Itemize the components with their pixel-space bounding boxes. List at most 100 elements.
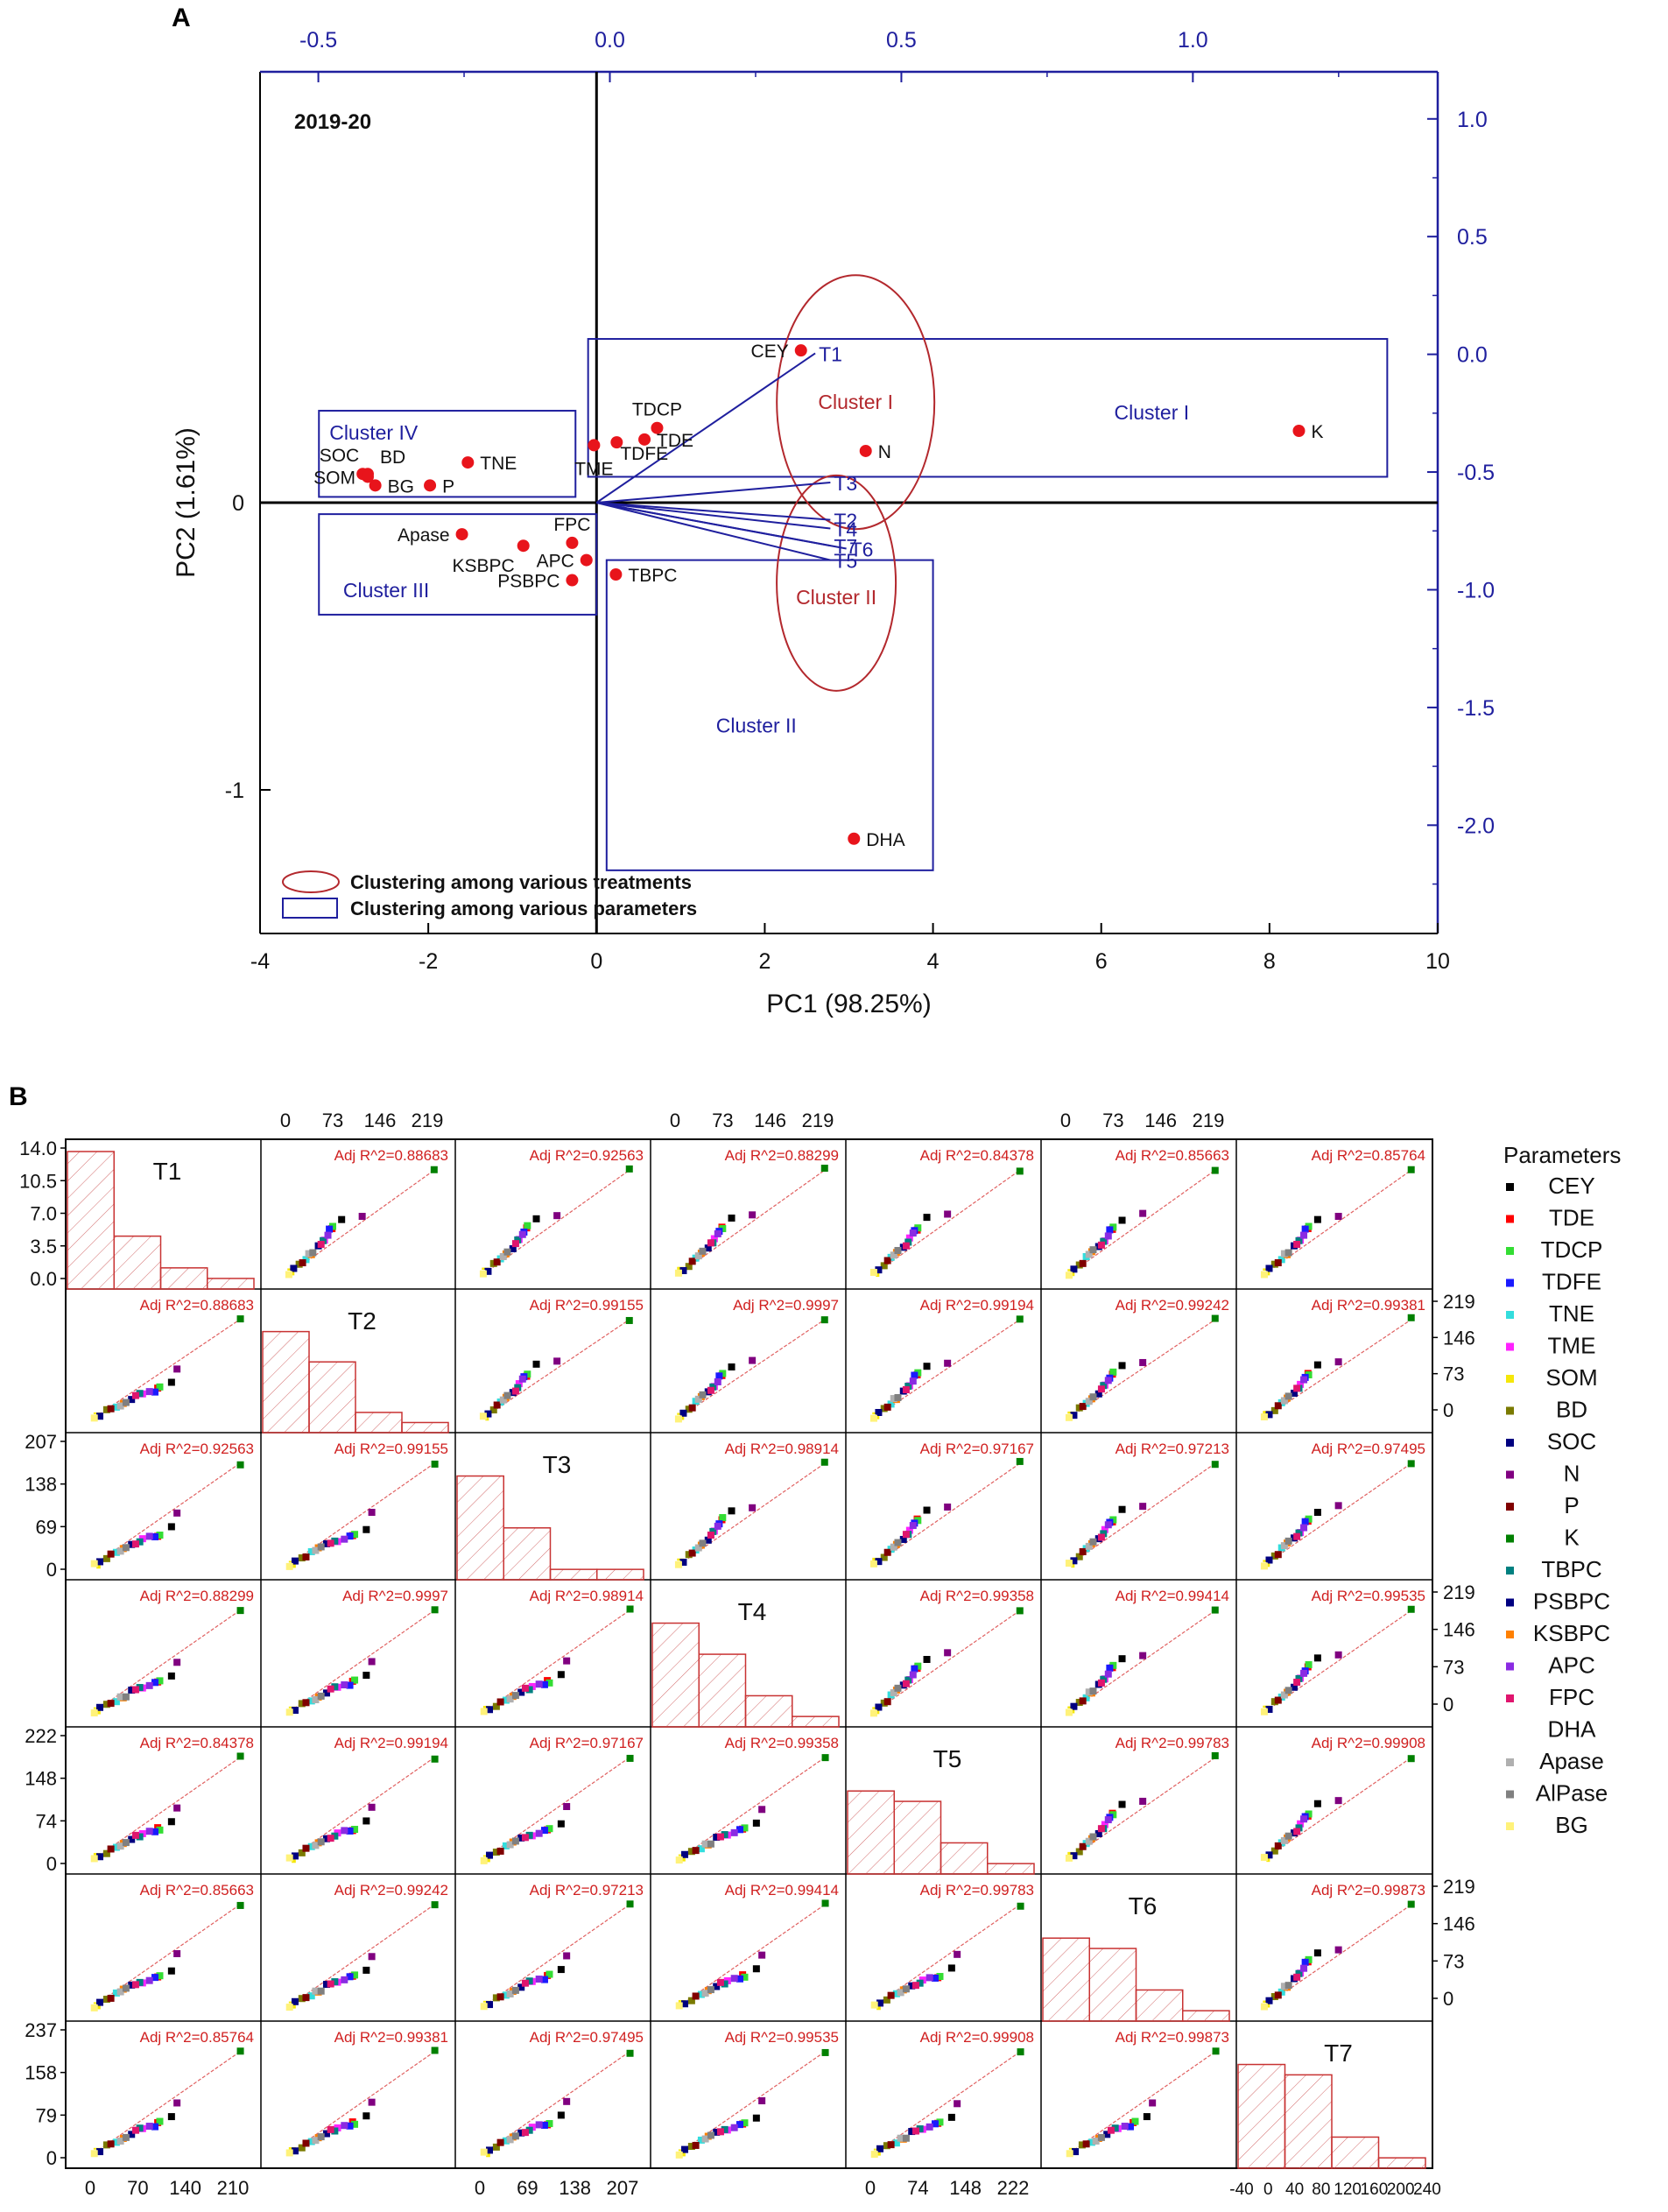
scatter-point: [514, 1236, 522, 1243]
matrix-cell: T5: [847, 1745, 1035, 1875]
scatter-point: [131, 2126, 139, 2134]
scatter-point: [236, 2047, 244, 2055]
scatter-point: [1300, 1376, 1308, 1384]
legend-swatch: [1506, 1439, 1514, 1447]
scatter-point: [741, 1973, 749, 1981]
scatter-point: [894, 1684, 902, 1692]
scatter-point: [875, 1408, 883, 1416]
scatter-point: [694, 1544, 702, 1552]
scatter-point: [1265, 1851, 1273, 1859]
parameter-cluster-label: Cluster IV: [329, 421, 419, 444]
scatter-point: [128, 1835, 136, 1843]
scatter-point: [540, 1976, 548, 1983]
scatter-point: [1274, 1991, 1282, 1999]
scatter-point: [1313, 1949, 1321, 1957]
scatter-point: [1260, 1413, 1268, 1421]
scatter-point: [431, 1755, 439, 1763]
fit-line: [1260, 1317, 1414, 1421]
matrix-top-tick: 146: [754, 1110, 786, 1131]
scatter-point: [923, 1506, 931, 1514]
scatter-point: [1265, 1705, 1273, 1713]
scatter-point: [492, 2143, 500, 2151]
scatter-point: [1265, 1997, 1273, 2004]
matrix-bottom-tick: 140: [169, 2177, 201, 2199]
legend-swatch: [1506, 1567, 1514, 1574]
scatter-point: [699, 1247, 707, 1255]
scatter-point: [351, 1826, 359, 1834]
scatter-point: [875, 1703, 883, 1711]
scatter-point: [931, 1974, 939, 1982]
parameter-cluster-box: [318, 410, 577, 498]
matrix-bottom-tick: 74: [907, 2177, 928, 2199]
scatter-point: [322, 1835, 330, 1842]
legend-title: Parameters: [1503, 1142, 1621, 1168]
scatter-point: [1017, 2048, 1024, 2056]
scatter-point: [320, 1236, 327, 1244]
scatter-point: [317, 2133, 325, 2141]
scatter-point: [1094, 1829, 1102, 1837]
scatter-point: [685, 1263, 693, 1271]
matrix-cell: Adj R^2=0.99194: [285, 1735, 448, 1865]
treatment-vector-label: T1: [819, 342, 842, 365]
scatter-point: [362, 1525, 370, 1533]
legend-swatch: [1506, 1183, 1514, 1191]
scatter-point: [305, 1250, 313, 1257]
scatter-point: [1065, 1413, 1073, 1421]
matrix-cell: Adj R^2=0.99194: [869, 1297, 1034, 1422]
right-tick-label: 1.0: [1457, 108, 1488, 132]
scatter-point: [521, 1834, 529, 1842]
matrix-right-tick: 219: [1443, 1876, 1475, 1898]
scatter-point: [1107, 2126, 1115, 2134]
matrix-bottom-tick: 0: [865, 2177, 876, 2199]
scatter-point: [236, 1752, 244, 1760]
scatter-point: [511, 1240, 519, 1248]
scatter-point: [1334, 1358, 1342, 1366]
scatter-point: [499, 1396, 507, 1404]
histogram-bar: [1135, 1989, 1184, 2022]
scatter-point: [1284, 1249, 1292, 1257]
scatter-point: [1297, 1380, 1305, 1388]
treatment-vector: [595, 352, 816, 504]
scatter-point: [1016, 1457, 1024, 1465]
right-tick-label: -1.0: [1457, 578, 1495, 602]
adj-r2-label: Adj R^2=0.99242: [334, 1882, 448, 1899]
scatter-point: [697, 2136, 705, 2144]
matrix-cell: Adj R^2=0.92563: [89, 1441, 254, 1571]
scatter-point: [909, 1522, 917, 1530]
scatter-point: [902, 1985, 910, 1993]
scatter-point: [509, 1245, 517, 1253]
scatter-point: [1016, 1167, 1024, 1175]
scatter-point: [1139, 1209, 1147, 1217]
scatter-point: [1139, 1358, 1147, 1366]
data-point: [638, 433, 651, 446]
treatment-vector: [596, 502, 847, 550]
treatment-vector: [596, 502, 831, 530]
scatter-point: [362, 1817, 370, 1825]
scatter-point: [486, 1706, 494, 1714]
scatter-point: [697, 1990, 705, 1998]
scatter-point: [713, 1983, 721, 1990]
scatter-point: [327, 1980, 334, 1988]
scatter-point: [715, 1372, 723, 1380]
scatter-point: [905, 1526, 913, 1534]
adj-r2-label: Adj R^2=0.99358: [725, 1735, 839, 1751]
legend-swatch: [1506, 1758, 1514, 1766]
scatter-point: [1295, 1236, 1303, 1244]
scatter-point: [1065, 1560, 1073, 1567]
scatter-point: [151, 2123, 158, 2131]
scatter-point: [496, 1847, 504, 1855]
scatter-point: [511, 1986, 519, 1994]
scatter-point: [341, 2122, 348, 2130]
adj-r2-label: Adj R^2=0.88299: [140, 1588, 254, 1604]
scatter-point: [947, 1964, 955, 1972]
scatter-point: [503, 1391, 511, 1399]
scatter-point: [1109, 1368, 1117, 1376]
histogram-bar: [847, 1790, 895, 1875]
scatter-point: [486, 2146, 494, 2154]
scatter-point: [892, 1990, 900, 1997]
scatter-point: [312, 1546, 320, 1554]
scatter-point: [944, 1503, 952, 1511]
scatter-point: [1070, 1557, 1078, 1565]
matrix-right-tick: 0: [1443, 1694, 1453, 1715]
scatter-point: [1104, 1232, 1112, 1240]
